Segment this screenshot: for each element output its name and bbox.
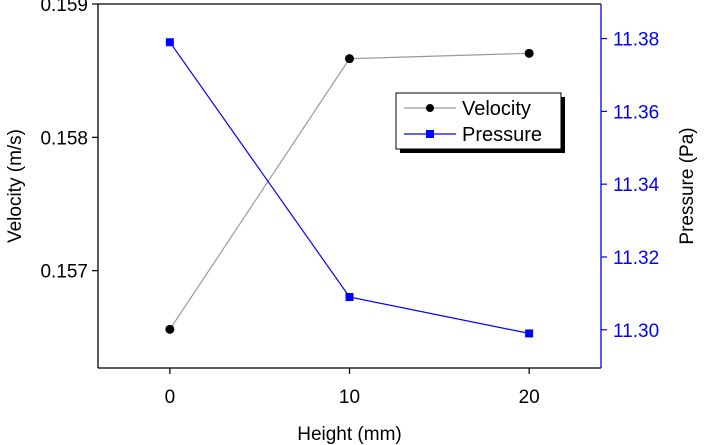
right-y-axis-label: Pressure (Pa) bbox=[677, 127, 698, 244]
legend-label-pressure: Pressure bbox=[462, 124, 542, 146]
data-point-pressure bbox=[345, 293, 354, 302]
left-y-tick-label: 0.158 bbox=[40, 128, 88, 149]
left-y-tick-label: 0.159 bbox=[40, 0, 88, 16]
legend-box bbox=[395, 92, 562, 150]
right-y-tick-label: 11.34 bbox=[613, 175, 660, 196]
legend-marker-velocity bbox=[426, 104, 434, 112]
legend-label-velocity: Velocity bbox=[462, 98, 531, 120]
left-y-axis-label: Velocity (m/s) bbox=[5, 129, 26, 243]
series-line-pressure bbox=[169, 41, 530, 334]
left-y-tick-label: 0.157 bbox=[40, 262, 88, 283]
right-y-tick-label: 11.30 bbox=[613, 321, 659, 342]
data-point-velocity bbox=[524, 48, 534, 58]
data-point-pressure bbox=[165, 38, 174, 47]
x-axis-label: Height (mm) bbox=[297, 424, 402, 445]
x-tick-label: 0 bbox=[165, 387, 176, 408]
legend-marker-pressure bbox=[426, 130, 434, 138]
right-y-tick-label: 11.32 bbox=[613, 248, 659, 269]
data-point-pressure bbox=[525, 329, 534, 338]
x-tick-label: 20 bbox=[519, 387, 540, 408]
data-point-velocity bbox=[345, 54, 354, 64]
right-y-tick-label: 11.38 bbox=[613, 30, 659, 51]
data-point-velocity bbox=[165, 324, 175, 334]
right-y-tick-label: 11.36 bbox=[613, 102, 659, 123]
x-tick-label: 10 bbox=[339, 387, 360, 408]
